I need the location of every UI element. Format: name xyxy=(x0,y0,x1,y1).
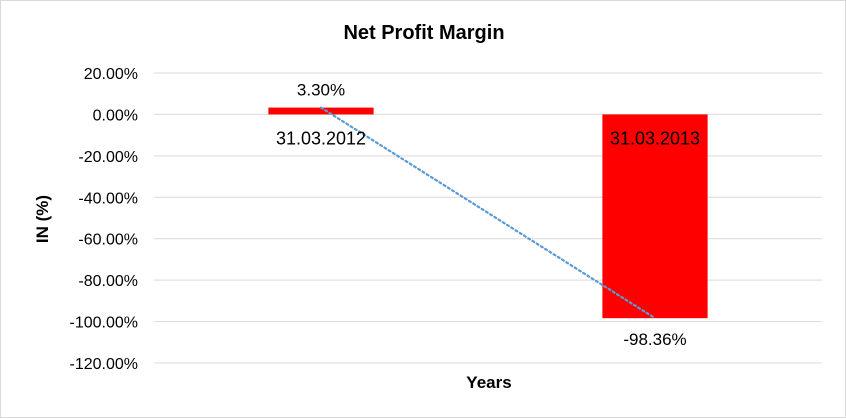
y-tick-label: -40.00% xyxy=(78,190,138,207)
y-tick-label: 0.00% xyxy=(93,107,138,124)
x-axis-title: Years xyxy=(466,373,511,392)
data-label: -98.36% xyxy=(623,330,686,349)
y-tick-label: 20.00% xyxy=(84,66,138,83)
y-tick-label: -80.00% xyxy=(78,273,138,290)
y-tick-labels: 20.00% 0.00% -20.00% -40.00% -60.00% -80.00% -… xyxy=(70,66,139,373)
bars xyxy=(268,107,708,319)
data-label: 3.30% xyxy=(297,81,345,100)
y-tick-label: -20.00% xyxy=(78,149,138,166)
chart-title: Net Profit Margin xyxy=(343,22,504,44)
bar xyxy=(268,107,374,115)
category-label: 31.03.2012 xyxy=(276,128,366,148)
y-axis-title: IN (%) xyxy=(33,195,52,243)
y-tick-label: -60.00% xyxy=(78,232,138,249)
category-label: 31.03.2013 xyxy=(610,128,700,148)
trendline-group xyxy=(319,106,657,320)
bar xyxy=(602,114,708,319)
gridlines xyxy=(154,72,822,364)
y-tick-label: -120.00% xyxy=(70,356,139,373)
data-labels: 3.30% -98.36% xyxy=(297,81,687,350)
trendline xyxy=(319,106,657,320)
y-tick-label: -100.00% xyxy=(70,315,139,332)
category-labels: 31.03.2012 31.03.2013 xyxy=(276,128,700,148)
